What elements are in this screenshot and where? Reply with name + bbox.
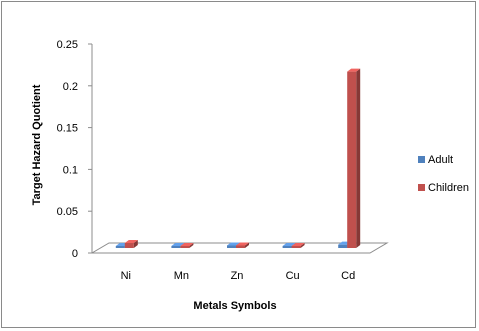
bar-front [236,245,245,248]
bar-front [171,246,181,248]
bar-top [171,243,185,246]
legend: Adult Children [418,154,469,194]
bar-children-ni [124,239,138,248]
x-tick-label: Cu [286,270,300,282]
bar-children-zn [236,242,249,248]
bar-front [282,246,292,248]
bar-top [227,242,240,246]
bar-children-cu [291,243,305,248]
y-tick-label: 0.1 [63,164,78,176]
y-tick-label: 0 [72,248,78,260]
tick-labels: 0 0.05 0.1 0.15 0.2 0.25 Ni Mn Zn Cu Cd [57,39,356,282]
legend-swatch-children [418,184,425,191]
y-tick-label: 0.25 [57,39,78,51]
y-axis-title: Target Hazard Quotient [31,84,43,205]
y-tick-label: 0.05 [57,206,78,218]
bar-top [124,239,138,243]
bar-side [300,243,305,248]
bar-top [236,242,249,246]
legend-label-adult: Adult [428,154,453,166]
bar-front [347,71,357,248]
bar-side [189,243,194,248]
bar-front [180,246,190,248]
x-tick-label: Zn [231,270,244,282]
legend-label-children: Children [428,182,469,194]
bar-front [291,246,301,248]
bar-front [115,246,125,248]
bars [115,68,361,248]
bar-side [133,239,138,248]
x-tick-label: Ni [121,270,131,282]
x-tick-label: Cd [341,270,355,282]
bar-top [180,243,194,246]
bar-side [356,68,361,248]
y-tick-label: 0.2 [63,81,78,93]
bar-children-cd [347,68,361,248]
bar-top [291,243,305,246]
bar-children-mn [180,243,194,248]
bar-top [282,243,296,246]
chart-frame [1,1,476,328]
legend-swatch-adult [418,156,425,163]
axes [88,43,389,254]
bar-front [338,244,348,248]
bar-front [124,242,134,248]
x-tick-label: Mn [174,270,189,282]
x-axis-title: Metals Symbols [193,300,276,312]
bar-side [245,242,249,248]
y-tick-label: 0.15 [57,123,78,135]
bar-front [227,245,236,248]
bar-top [347,68,361,72]
